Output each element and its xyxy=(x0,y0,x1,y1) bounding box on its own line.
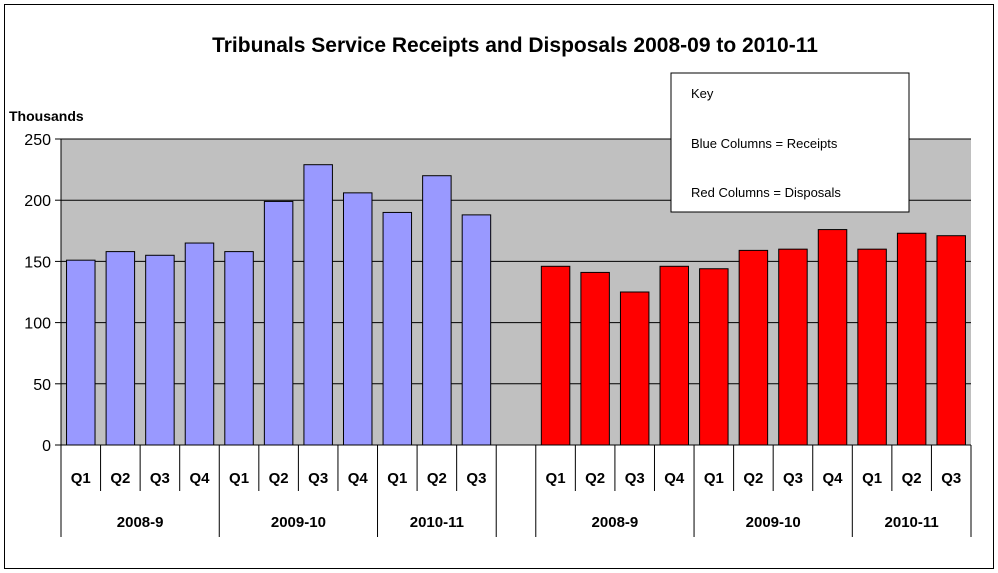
year-label: 2009-10 xyxy=(746,514,801,531)
quarter-label: Q3 xyxy=(783,470,803,487)
quarter-label: Q1 xyxy=(229,470,249,487)
y-axis-label: Thousands xyxy=(9,108,84,124)
bar-receipts xyxy=(145,254,175,446)
y-tick-label: 50 xyxy=(33,377,51,394)
quarter-label: Q1 xyxy=(71,470,91,487)
bar-receipts xyxy=(105,251,136,446)
quarter-label: Q1 xyxy=(387,470,407,487)
bar-disposals xyxy=(580,271,610,446)
bar-receipts xyxy=(422,175,452,446)
quarter-label: Q4 xyxy=(664,470,685,487)
quarter-label: Q4 xyxy=(348,470,369,487)
quarter-label: Q1 xyxy=(704,470,724,487)
bar-receipts xyxy=(184,242,215,446)
legend-receipts: Blue Columns = Receipts xyxy=(691,136,838,151)
bar-disposals xyxy=(540,265,571,446)
year-label: 2010-11 xyxy=(410,514,464,531)
quarter-label: Q3 xyxy=(625,470,645,487)
quarter-label: Q4 xyxy=(823,470,844,487)
bar-receipts xyxy=(382,211,413,446)
bar-receipts xyxy=(342,192,373,446)
y-tick-label: 0 xyxy=(42,438,51,455)
year-label: 2008-9 xyxy=(592,514,639,531)
bar-receipts xyxy=(303,164,333,446)
bar-receipts xyxy=(224,251,254,446)
chart-title: Tribunals Service Receipts and Disposals… xyxy=(212,34,818,57)
legend-title: Key xyxy=(691,86,714,101)
quarter-label: Q2 xyxy=(743,470,763,487)
quarter-label: Q2 xyxy=(427,470,447,487)
bar-disposals xyxy=(659,265,690,446)
year-label: 2008-9 xyxy=(117,514,164,531)
bar-receipts xyxy=(263,200,294,446)
bar-receipts xyxy=(66,259,96,446)
bar-disposals xyxy=(936,235,966,446)
legend-disposals: Red Columns = Disposals xyxy=(691,185,841,200)
bar-disposals xyxy=(619,291,650,446)
quarter-label: Q3 xyxy=(308,470,328,487)
quarter-label: Q3 xyxy=(941,470,961,487)
year-label: 2010-11 xyxy=(885,514,939,531)
year-label: 2009-10 xyxy=(271,514,326,531)
quarter-label: Q4 xyxy=(189,470,210,487)
y-tick-label: 250 xyxy=(24,132,51,149)
y-tick-label: 100 xyxy=(24,316,51,333)
quarter-label: Q3 xyxy=(466,470,486,487)
bar-disposals xyxy=(817,229,848,446)
bar-disposals xyxy=(896,232,927,446)
legend-key: Key Blue Columns = Receipts Red Columns … xyxy=(670,72,910,213)
quarter-label: Q1 xyxy=(862,470,882,487)
bar-disposals xyxy=(738,249,769,446)
bar-disposals xyxy=(778,248,808,446)
bar-receipts xyxy=(461,214,492,446)
bar-disposals xyxy=(699,268,729,446)
y-tick-label: 150 xyxy=(24,254,51,271)
quarter-label: Q2 xyxy=(902,470,922,487)
bar-disposals xyxy=(857,248,887,446)
quarter-label: Q1 xyxy=(546,470,566,487)
quarter-label: Q3 xyxy=(150,470,170,487)
quarter-label: Q2 xyxy=(269,470,289,487)
y-tick-label: 200 xyxy=(24,193,51,210)
quarter-label: Q2 xyxy=(585,470,605,487)
quarter-label: Q2 xyxy=(110,470,130,487)
